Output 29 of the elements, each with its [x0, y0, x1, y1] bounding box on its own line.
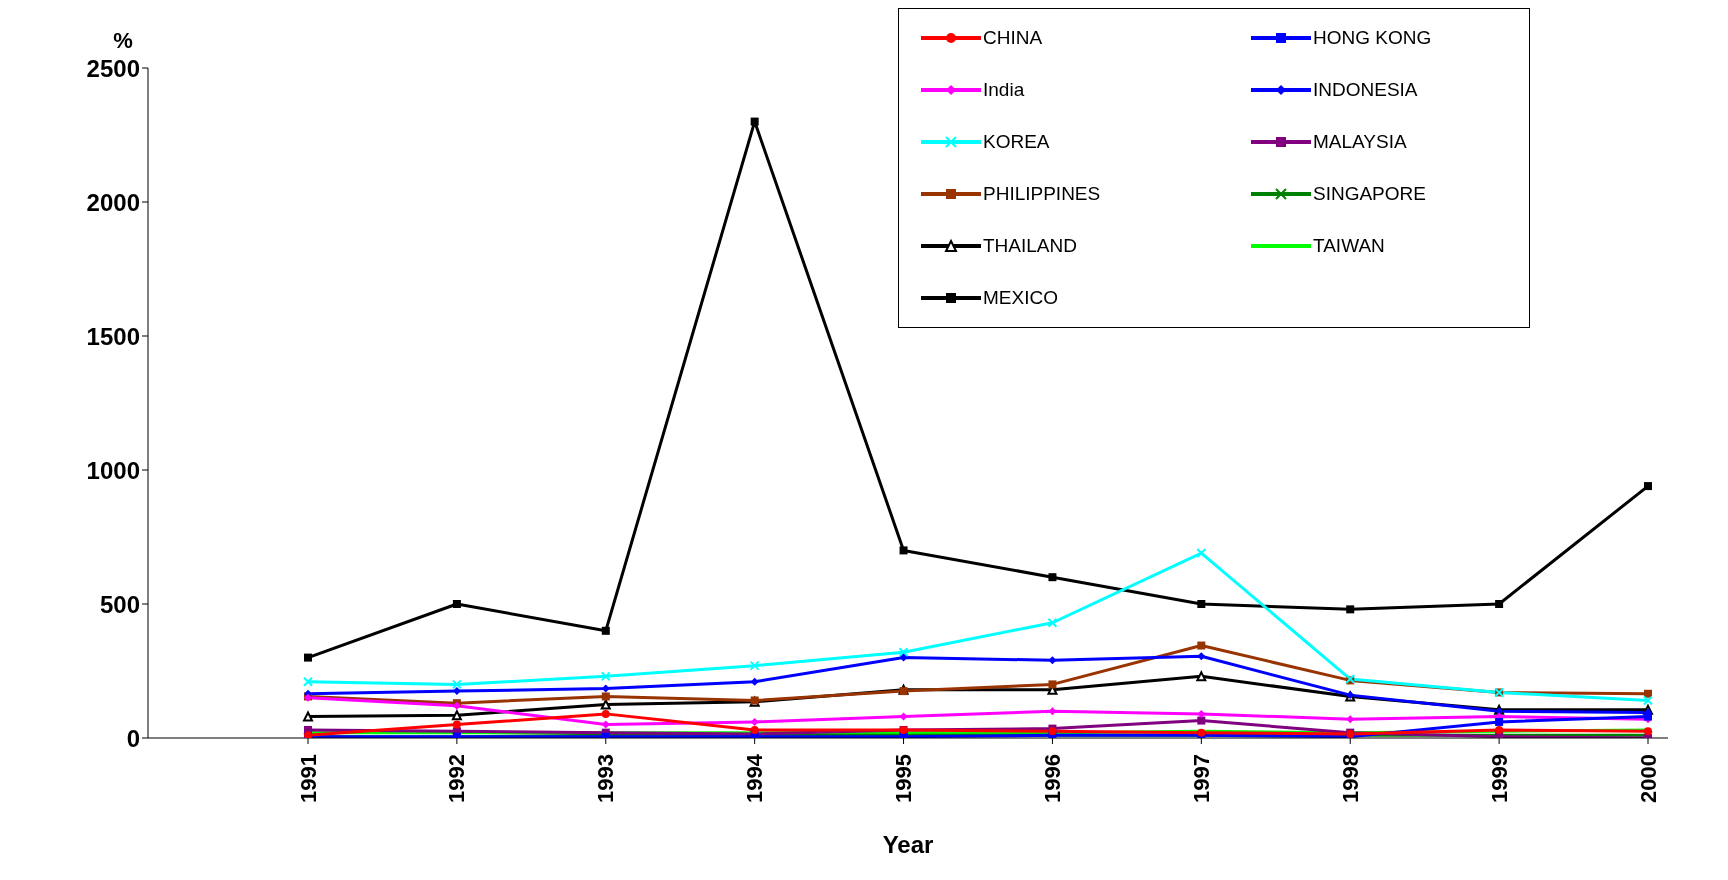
y-tick-label: 2500	[86, 54, 140, 82]
legend-label: MALAYSIA	[1313, 131, 1407, 153]
legend-label: INDONESIA	[1313, 79, 1418, 101]
x-axis-title: Year	[882, 831, 934, 858]
y-tick-label: 2000	[86, 188, 140, 216]
x-tick-label: 1995	[891, 754, 917, 803]
x-tick-label: 1994	[742, 753, 768, 803]
legend-label: THAILAND	[983, 235, 1077, 257]
x-tick-label: 2000	[1635, 754, 1661, 803]
legend-label: HONG KONG	[1313, 27, 1432, 49]
y-tick-label: 0	[126, 724, 140, 752]
legend-label: India	[983, 79, 1025, 101]
x-tick-label: 1997	[1188, 754, 1214, 803]
legend-label: KOREA	[983, 131, 1050, 153]
y-tick-label: 1500	[86, 322, 140, 350]
x-tick-label: 1999	[1486, 754, 1512, 803]
y-axis-title: %	[113, 28, 133, 53]
legend-label: CHINA	[983, 27, 1043, 49]
x-tick-label: 1993	[593, 754, 619, 803]
legend-label: TAIWAN	[1313, 235, 1385, 257]
x-tick-label: 1996	[1039, 754, 1065, 803]
x-tick-label: 1998	[1337, 754, 1363, 803]
legend-label: PHILIPPINES	[983, 183, 1101, 205]
legend-label: SINGAPORE	[1313, 183, 1426, 205]
y-tick-label: 1000	[86, 456, 140, 484]
x-tick-label: 1992	[444, 754, 470, 803]
legend-label: MEXICO	[983, 287, 1058, 309]
y-tick-label: 500	[99, 590, 140, 618]
x-tick-label: 1991	[295, 754, 321, 803]
